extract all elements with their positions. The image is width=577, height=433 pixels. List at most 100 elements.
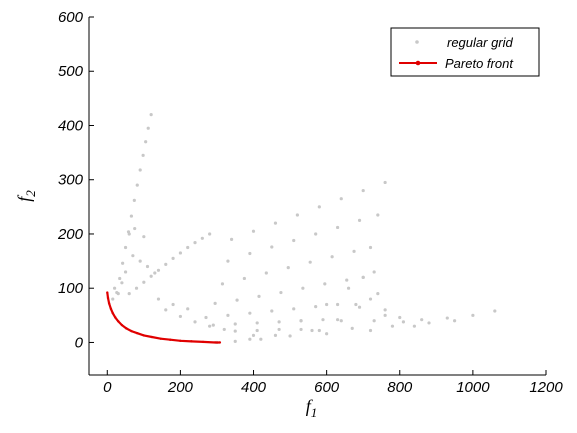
data-point [383,313,387,317]
pareto-layer [106,291,222,344]
data-point [292,238,296,243]
data-point [361,188,365,193]
data-point [383,308,387,312]
data-point [493,309,497,313]
data-point [339,197,343,201]
data-point [116,292,120,296]
y-tick-label: 500 [58,63,84,80]
data-point [286,266,290,270]
data-point [229,237,234,241]
data-point [132,198,136,202]
data-point [308,260,312,264]
data-point [233,329,237,333]
data-point [330,255,334,259]
data-point [138,168,142,172]
x-axis-label-sub: 1 [311,405,318,420]
data-point [295,213,299,217]
data-point [208,324,212,328]
data-point [372,319,376,323]
y-tick-label: 200 [57,226,84,243]
legend-marker-regular-grid [415,40,419,44]
data-point [273,333,278,338]
data-point [361,275,365,279]
x-axis-label: f1 [306,396,318,420]
x-tick-label: 1000 [456,379,490,396]
data-point [171,256,175,260]
data-point [376,213,380,217]
data-point [153,271,157,275]
data-point [204,315,208,320]
pareto-point [111,311,114,315]
y-tick-label: 600 [58,9,84,26]
y-tick-label: 300 [58,172,84,189]
data-point [193,241,197,245]
pareto-point [114,316,117,319]
data-point [277,327,281,332]
y-axis-label: f2 [14,190,38,202]
pareto-point [142,334,146,337]
pareto-point [117,320,120,323]
pareto-point [201,340,205,344]
data-point [112,286,117,290]
data-point [222,327,226,332]
pareto-point [190,340,193,343]
data-point [144,140,148,144]
data-point [273,221,278,225]
data-point [398,315,402,320]
data-point [211,323,215,327]
pareto-front-line [106,292,220,344]
data-point [220,282,225,286]
data-point [336,318,340,322]
data-point [336,302,340,307]
y-tick-label: 400 [58,117,84,134]
data-point [336,225,340,230]
pareto-point [213,341,217,344]
data-point [142,235,146,239]
data-point [390,324,395,328]
data-point [251,333,256,338]
legend-label-pareto-front: Pareto front [445,56,514,71]
data-point [325,332,329,336]
data-point [323,282,327,286]
data-point [383,180,387,185]
data-point [346,286,351,290]
data-point [299,319,303,323]
data-point [255,321,259,325]
data-point [339,319,343,323]
x-tick-label: 1200 [529,379,563,396]
data-point [129,214,134,218]
y-axis-label-sub: 2 [23,190,38,197]
data-point [259,337,263,341]
data-point [233,322,237,326]
pareto-point [150,335,154,339]
data-point [288,334,292,338]
x-tick-label: 800 [387,379,413,396]
data-point [200,236,204,240]
pareto-point [106,296,110,300]
x-tick-label: 400 [241,379,267,396]
data-point [156,268,161,272]
pareto-point [106,291,109,294]
axes-layer: 0 200 400 600 800 1000 1200 0 100 200 300 400 500 600… [14,9,563,420]
data-point [352,249,356,253]
data-point [368,245,373,250]
pareto-point [168,338,172,341]
x-axis-label-main: f [306,396,314,416]
data-point [321,318,325,322]
data-point [164,308,168,312]
data-point [445,316,449,320]
data-point [292,307,296,311]
data-point [257,294,261,298]
data-point [121,261,125,265]
data-point [299,327,303,332]
data-point [248,251,252,256]
data-point [213,301,217,305]
data-point [178,314,182,319]
data-point [186,307,190,311]
legend-label-regular-grid: regular grid [447,35,514,50]
data-point [186,245,190,250]
data-point [149,113,153,117]
data-point [301,286,305,290]
